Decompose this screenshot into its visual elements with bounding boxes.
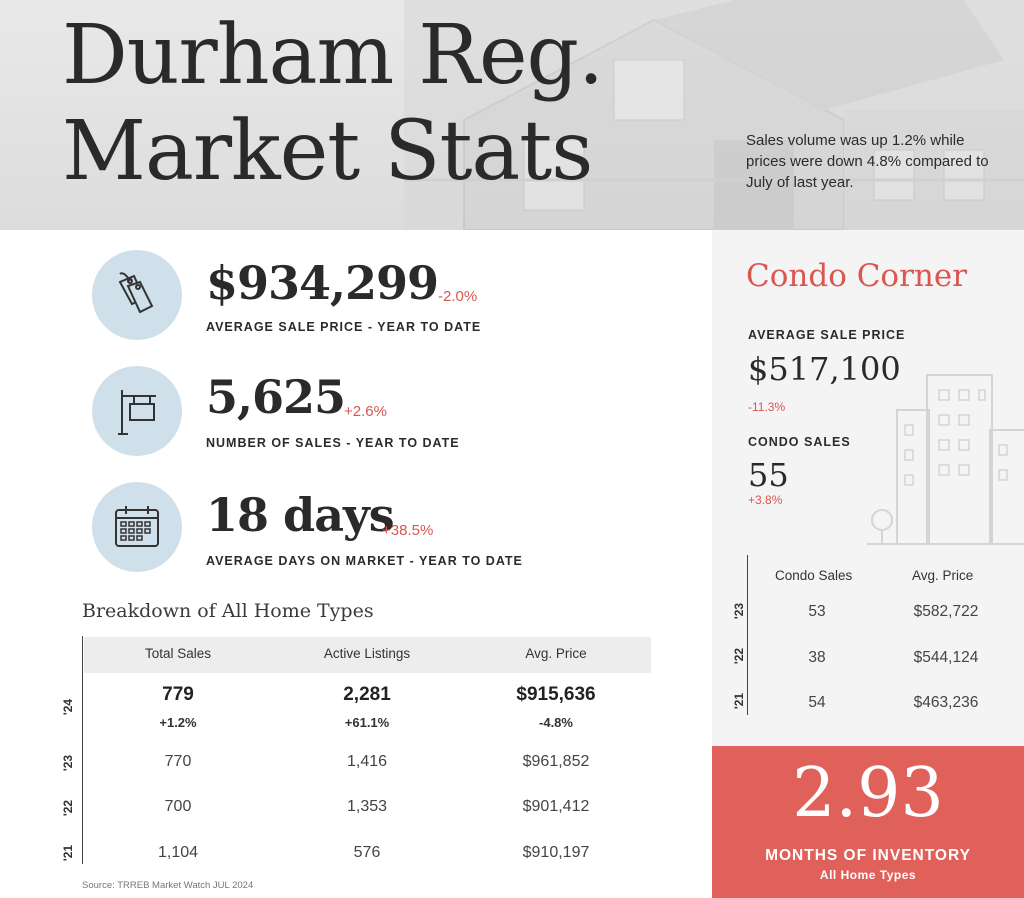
table-cell: 1,416 — [346, 753, 388, 770]
icon-circle — [92, 366, 182, 456]
table-cell: 1,353 — [346, 798, 388, 815]
table-cell: $910,197 — [522, 844, 590, 861]
stat-change: -2.0% — [438, 288, 478, 305]
table-cell: $582,722 — [913, 603, 979, 620]
row-year: '24 — [61, 698, 75, 716]
column-header-avg-price: Avg. Price — [912, 568, 974, 583]
table-cell-change: -4.8% — [539, 715, 573, 730]
row-year: '22 — [732, 647, 746, 665]
stat-value: $934,299 — [206, 256, 439, 310]
table-cell: 54 — [808, 694, 826, 711]
inventory-value: 2.93 — [792, 754, 944, 833]
table-cell: $544,124 — [913, 649, 979, 666]
table-cell-change: +61.1% — [344, 715, 390, 730]
condo-title: Condo Corner — [746, 258, 968, 294]
column-header-condo-sales: Condo Sales — [775, 568, 853, 583]
condo-sales-change: +3.8% — [748, 493, 783, 507]
table-cell: 700 — [164, 798, 192, 815]
breakdown-table-header — [84, 637, 651, 673]
title-line-1: Durham Reg. — [62, 8, 604, 103]
source-note: Source: TRREB Market Watch JUL 2024 — [82, 880, 254, 891]
condo-corner-panel: Condo Corner AVERAGE SALE PRICE $517,100… — [712, 230, 1024, 748]
table-divider — [82, 636, 83, 864]
for-sale-sign-icon — [118, 390, 156, 435]
header-banner: Durham Reg. Market Stats Sales volume wa… — [0, 0, 1024, 230]
row-year: '23 — [61, 754, 75, 772]
stat-label: AVERAGE SALE PRICE - YEAR TO DATE — [206, 320, 482, 334]
condo-avg-price-label: AVERAGE SALE PRICE — [748, 328, 906, 342]
table-cell: 53 — [808, 603, 826, 620]
stat-change: +2.6% — [344, 403, 387, 420]
row-year: '21 — [61, 844, 75, 862]
condo-sales-label: CONDO SALES — [748, 435, 851, 449]
condo-avg-price: $517,100 — [748, 350, 901, 388]
table-cell: 770 — [164, 753, 192, 770]
table-divider — [747, 555, 748, 715]
stat-value: 5,625 — [206, 370, 346, 424]
house-background-image — [404, 0, 1024, 230]
column-header-active-listings: Active Listings — [323, 646, 411, 661]
table-cell: $901,412 — [522, 798, 590, 815]
icon-circle — [92, 482, 182, 572]
condo-avg-price-change: -11.3% — [748, 400, 786, 414]
row-year: '23 — [732, 602, 746, 620]
table-cell: 576 — [353, 844, 381, 861]
row-year: '22 — [61, 799, 75, 817]
table-cell: 779 — [162, 684, 194, 705]
icon-circle — [92, 250, 182, 340]
intro-text: Sales volume was up 1.2% while prices we… — [746, 132, 989, 191]
inventory-sublabel: All Home Types — [819, 868, 917, 882]
stat-label: NUMBER OF SALES - YEAR TO DATE — [206, 436, 460, 450]
title-line-2: Market Stats — [62, 104, 593, 199]
table-cell: 38 — [808, 649, 826, 666]
table-cell: $961,852 — [522, 753, 590, 770]
table-cell: $463,236 — [913, 694, 979, 711]
price-tag-icon — [118, 272, 154, 314]
table-cell: 1,104 — [157, 844, 199, 861]
column-header-avg-price: Avg. Price — [525, 646, 587, 661]
column-header-total-sales: Total Sales — [144, 646, 212, 661]
condo-sales: 55 — [748, 456, 789, 494]
stat-label: AVERAGE DAYS ON MARKET - YEAR TO DATE — [206, 554, 523, 568]
row-year: '21 — [732, 692, 746, 710]
stat-change: +38.5% — [382, 522, 434, 539]
building-icon — [867, 374, 1024, 545]
table-cell-change: +1.2% — [159, 715, 197, 730]
calendar-icon — [115, 506, 159, 547]
breakdown-title: Breakdown of All Home Types — [82, 600, 374, 622]
months-of-inventory-panel: 2.93 MONTHS OF INVENTORY All Home Types — [712, 746, 1024, 898]
stat-value: 18 days — [206, 488, 395, 542]
page-title: Durham Reg. Market Stats — [62, 8, 604, 200]
table-cell: 2,281 — [343, 684, 391, 705]
inventory-label: MONTHS OF INVENTORY — [765, 847, 971, 864]
table-cell: $915,636 — [516, 684, 596, 705]
